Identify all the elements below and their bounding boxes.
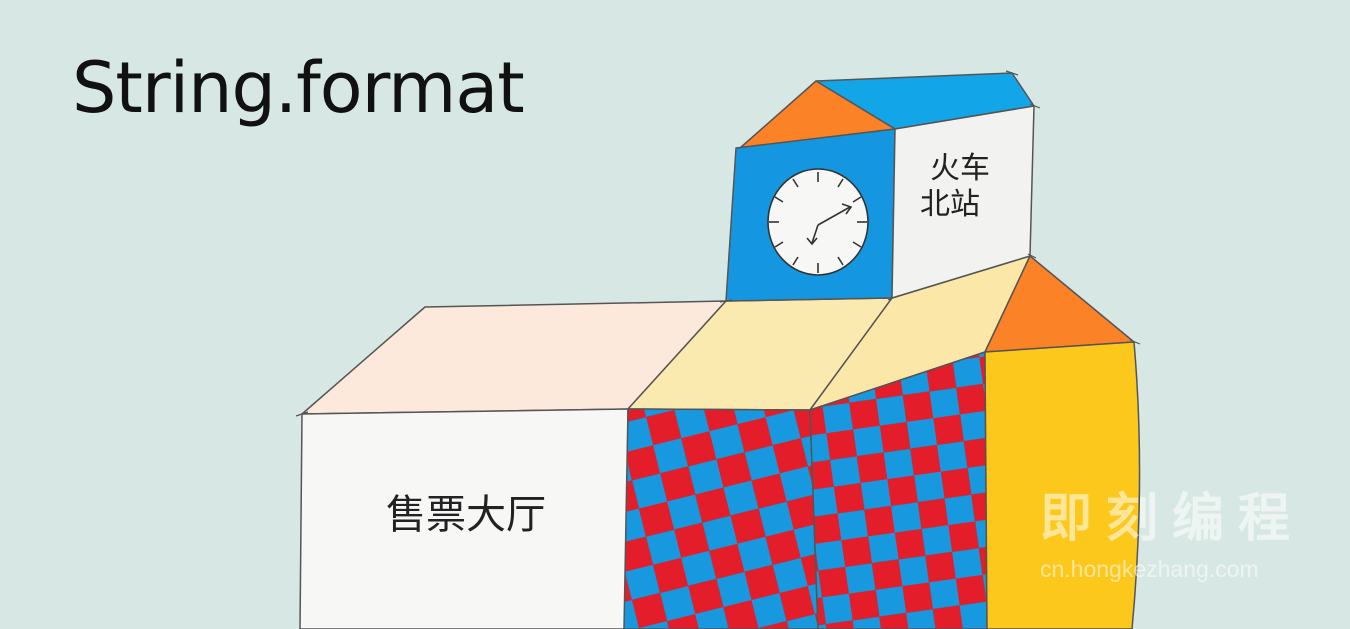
watermark: 即刻编程 cn.hongkezhang.com [1040, 488, 1320, 583]
clock-sign-line2: 北站 [920, 187, 980, 222]
clock-tower: 火车 北站 [725, 72, 1035, 302]
sketch-marks [295, 70, 1141, 417]
slide-title: String.format [72, 47, 525, 129]
side-tower [984, 255, 1141, 629]
ticket-hall-sign: 售票大厅 [386, 492, 546, 538]
ticket-hall-front-wall [299, 408, 629, 629]
watermark-url: cn.hongkezhang.com [1040, 556, 1259, 583]
side-tower-body [984, 341, 1141, 629]
brick-wall [623, 350, 988, 629]
clock-tower-sign-panel [891, 105, 1035, 299]
clock-sign-line1: 火车 [930, 151, 990, 186]
watermark-title: 即刻编程 [1040, 489, 1305, 549]
clock-icon [767, 168, 869, 276]
